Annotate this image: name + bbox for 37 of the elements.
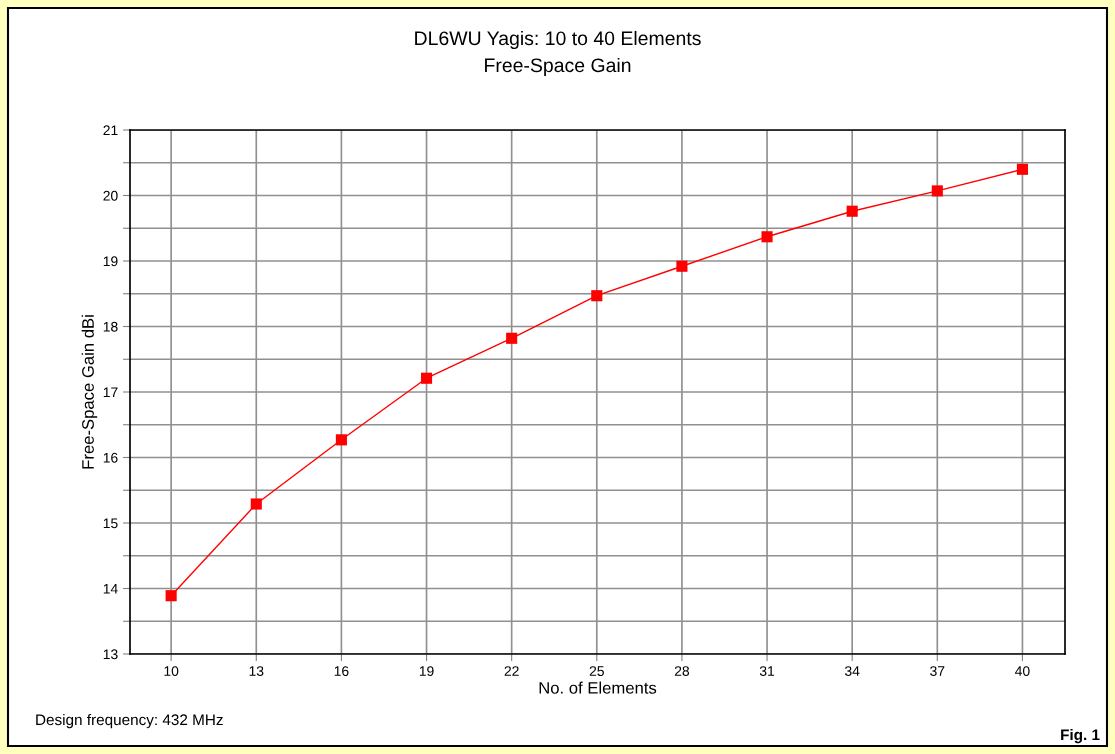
x-tick-label: 25	[589, 666, 604, 677]
y-tick-label: 13	[103, 649, 118, 660]
y-tick-label: 16	[103, 452, 118, 463]
y-tick-label: 20	[103, 190, 118, 201]
text: Design frequency: 432 MHz	[36, 713, 223, 729]
point	[335, 434, 347, 446]
x-tick-label: 31	[759, 666, 775, 677]
point	[761, 231, 773, 243]
y-tick-label: 15	[103, 518, 118, 529]
x-tick-label: 34	[844, 666, 860, 677]
point	[591, 290, 603, 302]
point	[931, 185, 943, 197]
x-tick-label: 37	[930, 666, 945, 677]
chart-title: DL6WU Yagis: 10 to 40 Elements	[415, 30, 701, 50]
x-tick-label: 28	[674, 666, 690, 677]
x-tick-label: 13	[249, 666, 264, 677]
y-tick-label: 18	[103, 321, 118, 332]
y-tick-label: 17	[103, 387, 118, 398]
point	[1016, 163, 1028, 175]
x-axis-title: No. of Elements	[539, 681, 657, 694]
y-tick-label: 14	[103, 583, 118, 594]
chart-subtitle: Free-Space Gain	[485, 57, 631, 77]
x-tick-label: 19	[419, 666, 434, 677]
x-tick-label: 22	[504, 666, 519, 676]
point	[506, 332, 518, 344]
caption: Fig. 1	[1061, 728, 1100, 744]
point	[420, 372, 433, 384]
x-tick-label: 40	[1015, 666, 1030, 677]
y-tick-label: 19	[103, 256, 118, 267]
x-tick-label: 10	[164, 666, 179, 677]
y-tick-label: 21	[103, 125, 118, 136]
y-axis-title: Free-Space Gain dBi	[81, 315, 98, 469]
point	[676, 260, 688, 272]
point	[846, 205, 858, 217]
x-tick-label: 16	[334, 666, 349, 677]
point	[165, 590, 177, 602]
point	[250, 498, 262, 510]
